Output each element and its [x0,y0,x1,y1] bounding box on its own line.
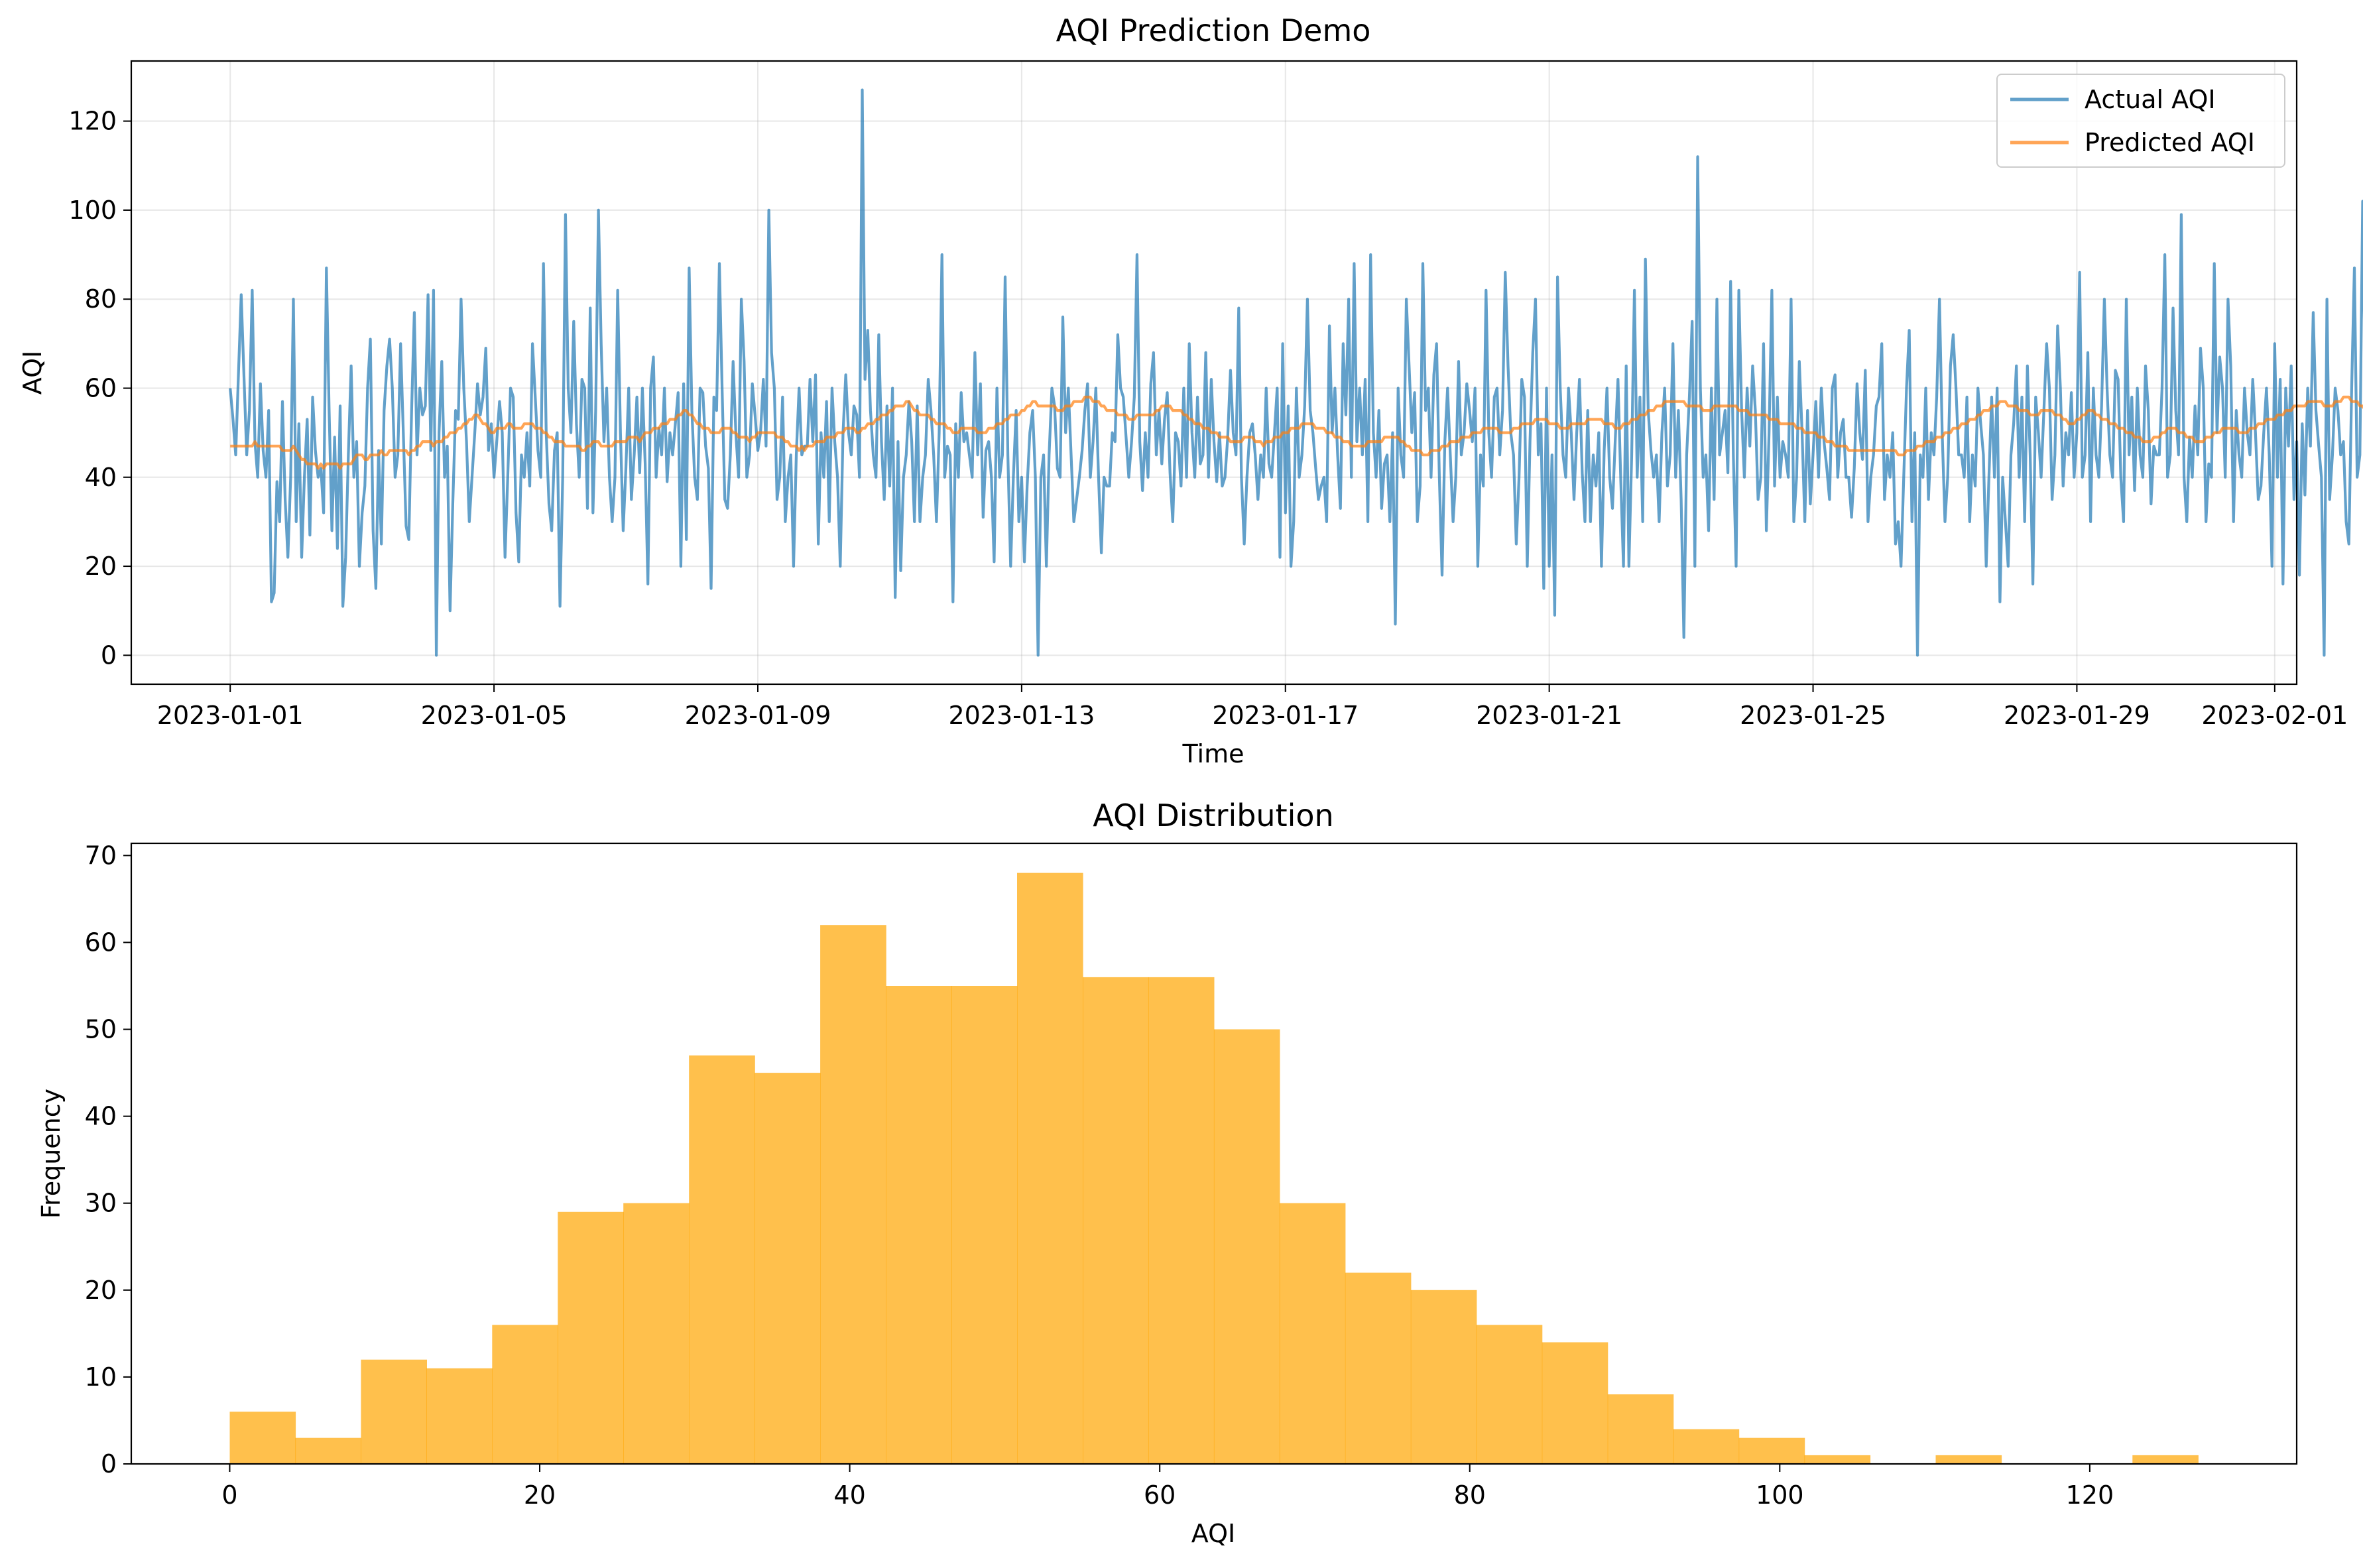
y-tick-label: 10 [85,1362,117,1392]
x-tick-label: 2023-01-09 [685,701,831,730]
histogram-bar [1542,1342,1608,1464]
x-tick-label: 60 [1144,1480,1176,1510]
series-line-actual-aqi [229,88,2363,657]
histogram-bar [229,1412,296,1464]
y-tick-label: 80 [85,284,117,314]
histogram-bar [886,986,952,1464]
y-tick-label: 60 [85,374,117,403]
histogram-chart: AQI Distribution 0 20 40 60 80 100 120 0 10 20 30… [36,798,2298,1548]
histogram-bar [1148,977,1215,1464]
histogram-bar [755,1073,821,1464]
y-tick-label: 30 [85,1189,117,1218]
histogram-bar [1673,1429,1740,1464]
x-axis-ticks: 2023-01-01 2023-01-05 2023-01-09 2023-01-13… [157,684,2348,730]
x-tick-label: 80 [1454,1480,1486,1510]
x-tick-label: 120 [2066,1480,2114,1510]
x-tick-label: 2023-02-01 [2201,701,2348,730]
y-axis-ticks: 0 10 20 30 40 50 60 70 [85,841,131,1478]
histogram-bars [229,873,2199,1464]
histogram-bar [689,1055,755,1464]
histogram-bar [295,1437,361,1464]
x-tick-label: 0 [221,1480,237,1510]
histogram-bar [1213,1029,1280,1464]
y-tick-label: 60 [85,928,117,957]
chart-title: AQI Distribution [1093,798,1333,833]
y-tick-label: 100 [68,196,117,225]
y-tick-label: 120 [68,107,117,136]
histogram-bar [951,986,1018,1464]
y-tick-label: 0 [101,1449,117,1478]
histogram-bar [426,1368,493,1464]
x-tick-label: 2023-01-13 [948,701,1095,730]
x-axis-ticks: 0 20 40 60 80 100 120 [221,1464,2114,1510]
y-axis-label: Frequency [36,1089,66,1219]
series-lines [229,88,2363,657]
histogram-bar [361,1359,427,1464]
histogram-bar [820,925,886,1464]
x-axis-label: Time [1182,739,1244,768]
y-tick-label: 50 [85,1015,117,1044]
histogram-bar [2132,1455,2199,1464]
legend-label-actual: Actual AQI [2085,85,2216,114]
time-series-chart: AQI Prediction Demo 2023-01-01 2023-01-05… [18,13,2363,768]
plot-area [130,842,2298,1465]
x-tick-label: 2023-01-29 [2004,701,2150,730]
y-axis-label: AQI [18,351,47,394]
legend-frame [1996,74,2285,168]
y-tick-label: 40 [85,1102,117,1131]
histogram-bar [1345,1272,1412,1464]
histogram-bar [1935,1455,2002,1464]
x-tick-label: 2023-01-25 [1740,701,1886,730]
x-tick-label: 2023-01-17 [1212,701,1359,730]
histogram-bar [623,1203,690,1464]
histogram-bar [1804,1455,1871,1464]
histogram-bar [1279,1203,1346,1464]
series-line-predicted-aqi [230,395,2363,470]
histogram-bar [1607,1394,1674,1464]
x-tick-label: 40 [833,1480,865,1510]
y-tick-label: 0 [101,640,117,670]
histogram-bar [492,1325,558,1464]
histogram-bar [1083,977,1149,1464]
legend: Actual AQI Predicted AQI [1996,74,2285,168]
y-tick-label: 20 [85,1276,117,1305]
histogram-bar [1017,873,1083,1464]
x-tick-label: 2023-01-21 [1476,701,1622,730]
y-tick-label: 40 [85,463,117,492]
y-tick-label: 70 [85,841,117,870]
x-tick-label: 2023-01-05 [421,701,568,730]
plot-area [130,60,2298,686]
x-tick-label: 100 [1756,1480,1804,1510]
legend-label-predicted: Predicted AQI [2085,128,2255,157]
x-axis-label: AQI [1191,1519,1235,1548]
y-axis-ticks: 0 20 40 60 80 100 120 [68,107,131,670]
histogram-bar [1476,1325,1543,1464]
histogram-bar [1410,1290,1477,1464]
y-tick-label: 20 [85,552,117,581]
histogram-bar [1738,1437,1805,1464]
x-tick-label: 2023-01-01 [157,701,304,730]
x-tick-label: 20 [524,1480,556,1510]
histogram-bar [558,1211,624,1464]
chart-title: AQI Prediction Demo [1056,13,1371,48]
